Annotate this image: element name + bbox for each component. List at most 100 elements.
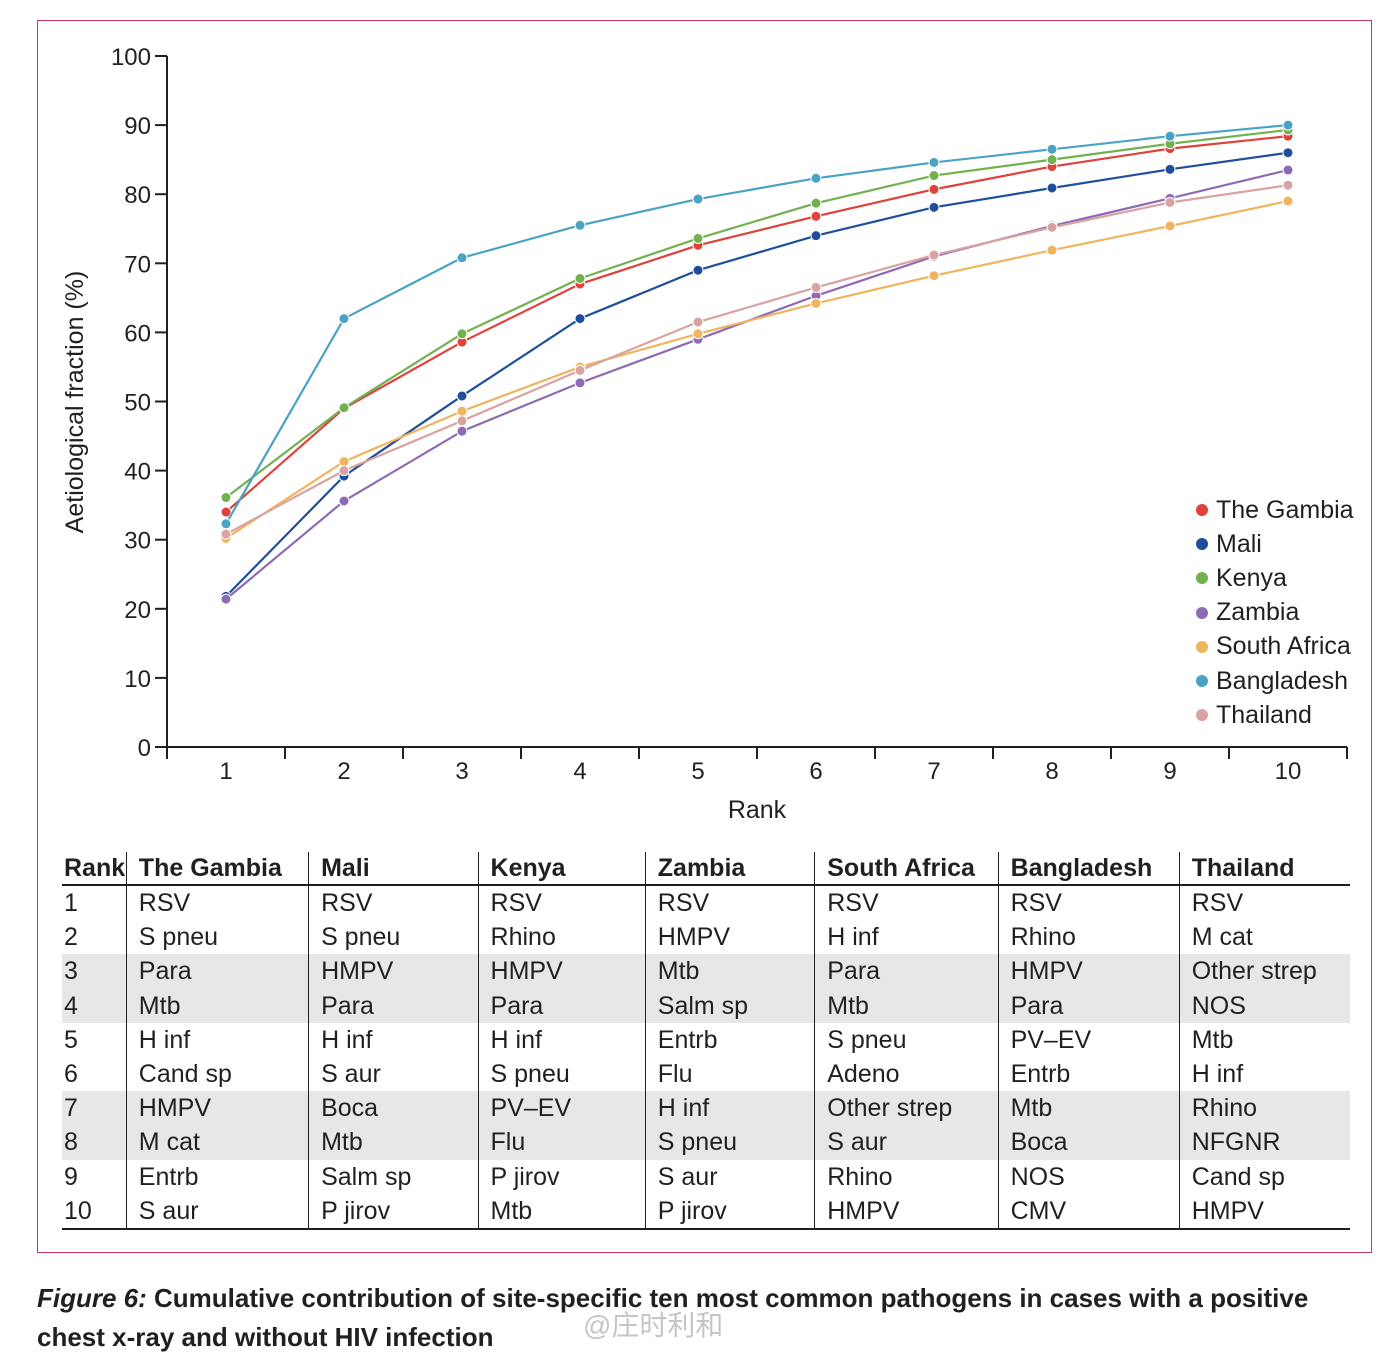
- data-point-kenya: [810, 197, 822, 209]
- legend-item: Bangladesh: [1196, 664, 1354, 698]
- data-point-thailand: [1164, 196, 1176, 208]
- table-cell: PV–EV: [477, 1091, 646, 1126]
- table-cell: HMPV: [125, 1091, 309, 1126]
- table-cell: 2: [64, 923, 78, 952]
- table-cell: Flu: [477, 1125, 646, 1160]
- y-tick-label: 10: [124, 666, 151, 693]
- table-cell: PV–EV: [997, 1022, 1180, 1057]
- table-cell: 6: [64, 1060, 78, 1089]
- table-cell: Mtb: [997, 1091, 1180, 1126]
- table-cell: Other strep: [1178, 954, 1350, 989]
- series-mali: [220, 147, 1294, 602]
- table-cell: 4: [62, 988, 127, 1023]
- data-point-south-africa: [928, 270, 940, 282]
- table-cell: M cat: [1178, 920, 1350, 955]
- x-tick-label: 8: [1045, 758, 1058, 785]
- line-chart: 0 10 20 30 40 50 60 70 80 90 100 1 2 3 4 5 6 7 8 9 10 Aetiol…: [61, 44, 1348, 824]
- table-body: 1 RSV RSV RSV RSV RSV RSV RSV 2 S pneu S pneu Rhino…: [62, 885, 1350, 1230]
- data-point-thailand: [810, 281, 822, 293]
- table-cell: Boca: [308, 1091, 479, 1126]
- series-line-mali: [225, 151, 1289, 598]
- data-point-zambia: [220, 593, 232, 605]
- legend-item: Zambia: [1196, 596, 1354, 630]
- table-cell: Salm sp: [644, 988, 815, 1023]
- y-tick-label: 60: [124, 320, 151, 347]
- chart-axes: 0 10 20 30 40 50 60 70 80 90 100 1 2 3 4 5 6 7 8 9 10: [111, 44, 1348, 785]
- data-point-thailand: [338, 465, 350, 477]
- x-tick-label: 1: [219, 758, 232, 785]
- legend-label: Kenya: [1216, 563, 1287, 592]
- table-cell: Mtb: [125, 988, 309, 1023]
- data-point-bangladesh: [220, 518, 232, 530]
- table-cell: Mtb: [814, 988, 999, 1023]
- legend-marker: [1196, 709, 1208, 722]
- series-south-africa: [220, 195, 1294, 544]
- table-cell: HMPV: [997, 954, 1180, 989]
- data-point-zambia: [574, 377, 586, 389]
- data-point-zambia: [456, 425, 468, 437]
- data-point-thailand: [692, 316, 704, 328]
- column-header: Zambia: [644, 852, 815, 886]
- data-point-south-africa: [1164, 220, 1176, 232]
- data-point-mali: [456, 390, 468, 402]
- table-cell: Cand sp: [125, 1056, 309, 1092]
- table-row: 4 Mtb Para Para Salm sp Mtb Para NOS: [62, 988, 1350, 1023]
- table-cell: Para: [125, 954, 309, 989]
- chart-series: [220, 119, 1294, 605]
- y-tick-label: 80: [124, 182, 151, 209]
- table-cell: S aur: [308, 1056, 479, 1092]
- table-cell: S pneu: [644, 1125, 815, 1160]
- y-tick-label: 90: [124, 113, 151, 140]
- table-cell: Mtb: [477, 1193, 646, 1230]
- table-cell: NFGNR: [1178, 1125, 1350, 1160]
- legend-marker: [1196, 675, 1208, 688]
- table-cell: RSV: [997, 885, 1180, 921]
- legend-label: The Gambia: [1216, 495, 1354, 524]
- table-cell: Mtb: [1178, 1022, 1350, 1057]
- column-header: Kenya: [477, 852, 646, 886]
- data-point-the-gambia: [220, 506, 232, 518]
- legend-label: South Africa: [1216, 632, 1351, 661]
- x-tick-label: 2: [337, 758, 350, 785]
- data-point-thailand: [574, 364, 586, 376]
- table-cell: H inf: [477, 1022, 646, 1057]
- data-point-mali: [1164, 163, 1176, 175]
- legend-item: South Africa: [1196, 630, 1354, 664]
- data-point-thailand: [1282, 179, 1294, 191]
- series-line-south-africa: [225, 200, 1289, 540]
- y-axis-label: Aetiological fraction (%): [61, 271, 89, 534]
- data-point-thailand: [220, 528, 232, 540]
- data-point-south-africa: [1282, 195, 1294, 207]
- column-header: Bangladesh: [997, 852, 1180, 886]
- data-point-thailand: [456, 415, 468, 427]
- figure-frame: [37, 20, 1372, 1253]
- legend-marker: [1196, 504, 1208, 517]
- data-point-mali: [1282, 147, 1294, 159]
- table-cell: H inf: [644, 1091, 815, 1126]
- table-cell: S pneu: [125, 920, 309, 955]
- table-cell: HMPV: [477, 954, 646, 989]
- data-point-the-gambia: [810, 210, 822, 222]
- column-header: The Gambia: [125, 852, 309, 886]
- table-cell: H inf: [1178, 1056, 1350, 1092]
- table-cell: S aur: [814, 1125, 999, 1160]
- table-cell: Flu: [644, 1056, 815, 1092]
- y-tick-label: 70: [124, 251, 151, 278]
- figure-caption: Figure 6: Cumulative contribution of sit…: [37, 1279, 1377, 1357]
- figure-label: Figure 6:: [37, 1283, 147, 1313]
- x-tick-label: 7: [927, 758, 940, 785]
- table-cell: NOS: [1178, 988, 1350, 1023]
- table-cell: Mtb: [644, 954, 815, 989]
- x-tick-label: 9: [1163, 758, 1176, 785]
- x-tick-label: 4: [573, 758, 586, 785]
- x-tick-label: 6: [809, 758, 822, 785]
- data-point-south-africa: [1046, 244, 1058, 256]
- table-cell: 3: [62, 954, 127, 989]
- table-cell: S pneu: [477, 1056, 646, 1092]
- legend-label: Mali: [1216, 529, 1262, 558]
- data-point-kenya: [220, 492, 232, 504]
- x-axis-label: Rank: [728, 796, 787, 824]
- x-tick-label: 5: [691, 758, 704, 785]
- table-cell: Para: [814, 954, 999, 989]
